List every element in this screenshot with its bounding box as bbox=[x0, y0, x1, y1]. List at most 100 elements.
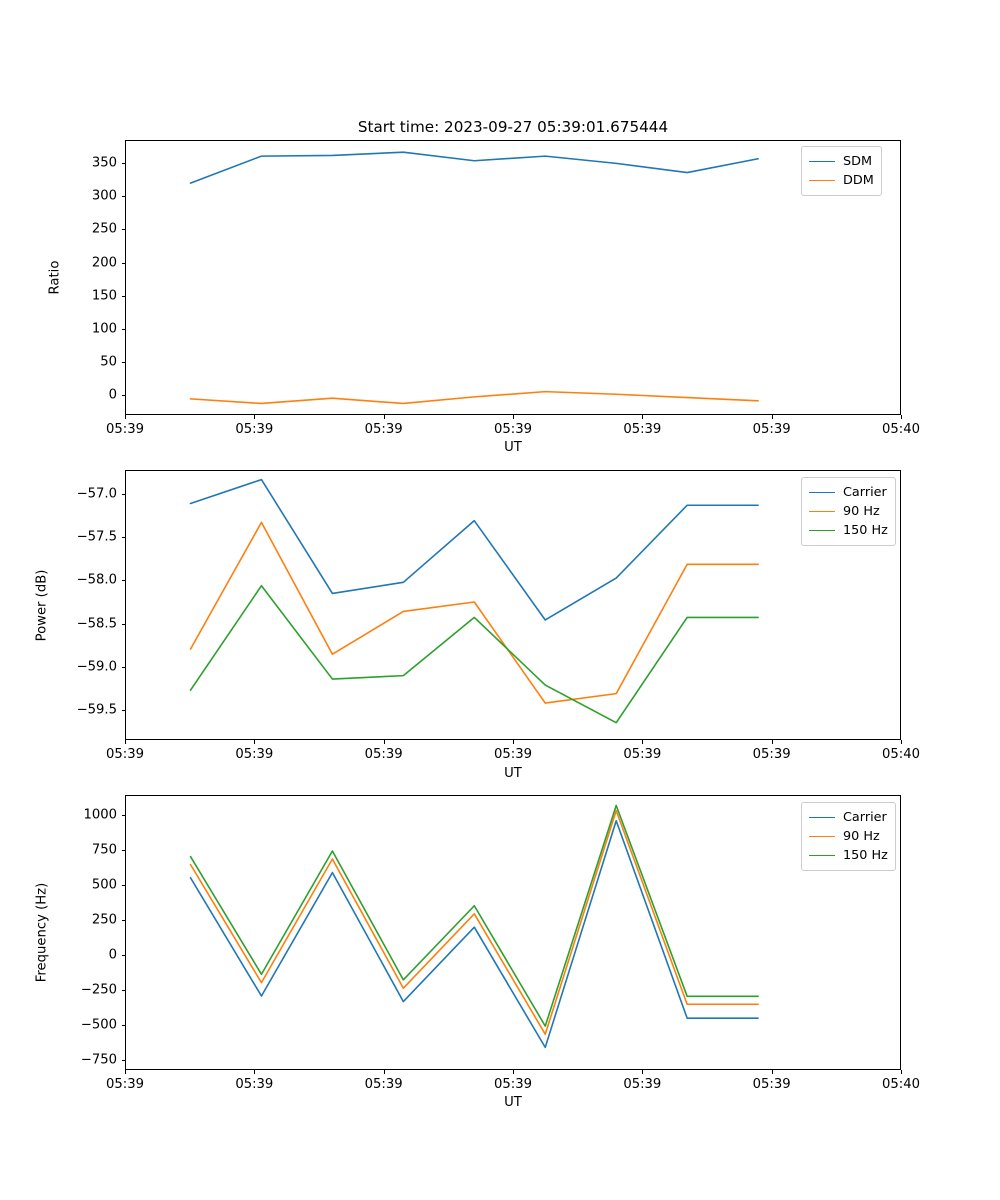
data-line-ddm bbox=[189, 390, 759, 405]
legend-label: DDM bbox=[843, 173, 874, 188]
legend-swatch-icon bbox=[809, 161, 835, 162]
x-tick-mark bbox=[513, 740, 514, 744]
x-tick-label: 05:39 bbox=[364, 422, 403, 437]
y-tick-mark bbox=[121, 361, 125, 363]
legend-label: 90 Hz bbox=[843, 829, 880, 844]
legend-item-90-hz[interactable]: 90 Hz bbox=[809, 827, 888, 846]
legend-frequency[interactable]: Carrier 90 Hz 150 Hz bbox=[801, 802, 896, 871]
legend-label: Carrier bbox=[843, 810, 887, 825]
y-tick-mark bbox=[121, 814, 125, 816]
legend-item-150-hz[interactable]: 150 Hz bbox=[809, 521, 888, 540]
legend-item-150-hz[interactable]: 150 Hz bbox=[809, 846, 888, 865]
axes-power bbox=[125, 470, 901, 740]
y-axis-label-ratio: Ratio bbox=[47, 260, 63, 295]
x-tick-mark bbox=[383, 740, 385, 744]
x-tick-mark bbox=[125, 1070, 126, 1074]
data-line-sdm bbox=[189, 151, 759, 184]
x-tick-mark bbox=[513, 1070, 514, 1074]
x-tick-mark bbox=[901, 1070, 902, 1074]
legend-power[interactable]: Carrier 90 Hz 150 Hz bbox=[801, 477, 896, 546]
y-tick-mark bbox=[121, 666, 125, 668]
x-tick-label: 05:39 bbox=[623, 422, 662, 437]
x-axis-label-ratio: UT bbox=[504, 440, 522, 455]
y-tick-mark bbox=[121, 494, 125, 496]
y-tick-mark bbox=[121, 1060, 125, 1062]
data-line-150-hz bbox=[189, 804, 759, 1027]
y-tick-label: 150 bbox=[91, 288, 117, 304]
y-tick-label: −57.5 bbox=[76, 529, 117, 545]
y-tick-label: 500 bbox=[91, 877, 117, 893]
y-tick-mark bbox=[121, 163, 125, 165]
y-tick-label: −500 bbox=[80, 1017, 117, 1033]
x-tick-label: 05:40 bbox=[881, 747, 921, 762]
legend-label: SDM bbox=[843, 154, 873, 169]
x-tick-mark bbox=[513, 415, 514, 419]
x-tick-mark bbox=[125, 740, 126, 744]
y-tick-mark bbox=[121, 884, 125, 886]
x-tick-mark bbox=[383, 415, 385, 419]
legend-label: 150 Hz bbox=[843, 848, 888, 863]
y-tick-mark bbox=[121, 580, 125, 582]
x-tick-label: 05:39 bbox=[623, 1077, 662, 1092]
x-axis-label-power: UT bbox=[504, 766, 522, 781]
y-tick-label: 200 bbox=[91, 255, 117, 271]
legend-swatch-icon bbox=[809, 836, 835, 837]
y-tick-label: −750 bbox=[80, 1052, 117, 1068]
legend-item-90-hz[interactable]: 90 Hz bbox=[809, 502, 888, 521]
y-tick-label: −57.0 bbox=[76, 486, 117, 502]
x-tick-mark bbox=[901, 740, 902, 744]
legend-swatch-icon bbox=[809, 511, 835, 512]
x-tick-mark bbox=[642, 740, 644, 744]
x-tick-mark bbox=[254, 1070, 256, 1074]
x-tick-mark bbox=[901, 415, 902, 419]
legend-ratio[interactable]: SDM DDM bbox=[801, 146, 882, 196]
y-tick-label: 250 bbox=[91, 912, 117, 928]
legend-item-carrier[interactable]: Carrier bbox=[809, 808, 888, 827]
legend-item-sdm[interactable]: SDM bbox=[809, 152, 874, 171]
y-tick-mark bbox=[121, 196, 125, 198]
y-tick-mark bbox=[121, 849, 125, 851]
y-tick-label: 0 bbox=[108, 387, 117, 403]
y-axis-label-power: Power (dB) bbox=[34, 569, 50, 642]
y-tick-mark bbox=[121, 709, 125, 711]
y-tick-label: −59.5 bbox=[76, 702, 117, 718]
x-tick-mark bbox=[254, 740, 256, 744]
y-tick-mark bbox=[121, 537, 125, 539]
y-tick-mark bbox=[121, 954, 125, 956]
y-axis-label-frequency: Frequency (Hz) bbox=[34, 882, 50, 983]
x-tick-label: 05:39 bbox=[235, 1077, 274, 1092]
y-tick-label: −250 bbox=[80, 982, 117, 998]
x-tick-label: 05:39 bbox=[493, 422, 533, 437]
legend-swatch-icon bbox=[809, 530, 835, 531]
y-tick-mark bbox=[121, 229, 125, 231]
x-tick-mark bbox=[125, 415, 126, 419]
y-tick-label: 50 bbox=[100, 354, 117, 370]
legend-item-carrier[interactable]: Carrier bbox=[809, 483, 888, 502]
plot-area-frequency bbox=[189, 804, 759, 1049]
x-tick-label: 05:39 bbox=[105, 422, 145, 437]
legend-label: 90 Hz bbox=[843, 504, 880, 519]
x-tick-label: 05:39 bbox=[623, 747, 662, 762]
x-tick-mark bbox=[771, 740, 773, 744]
legend-swatch-icon bbox=[809, 180, 835, 181]
x-tick-mark bbox=[771, 415, 773, 419]
y-tick-mark bbox=[121, 262, 125, 264]
x-tick-label: 05:39 bbox=[105, 1077, 145, 1092]
data-line-150-hz bbox=[189, 584, 759, 724]
plot-area-power bbox=[189, 478, 759, 724]
legend-item-ddm[interactable]: DDM bbox=[809, 171, 874, 190]
y-tick-label: −58.0 bbox=[76, 572, 117, 588]
y-tick-mark bbox=[121, 395, 125, 397]
legend-label: Carrier bbox=[843, 485, 887, 500]
y-tick-mark bbox=[121, 919, 125, 921]
figure-title: Start time: 2023-09-27 05:39:01.675444 bbox=[357, 118, 669, 136]
x-tick-mark bbox=[642, 415, 644, 419]
y-tick-label: −58.5 bbox=[76, 616, 117, 632]
y-tick-mark bbox=[121, 623, 125, 625]
x-tick-label: 05:39 bbox=[235, 422, 274, 437]
data-line-carrier bbox=[189, 478, 759, 621]
legend-swatch-icon bbox=[809, 855, 835, 856]
x-tick-label: 05:39 bbox=[752, 1077, 791, 1092]
x-tick-label: 05:40 bbox=[881, 1077, 921, 1092]
